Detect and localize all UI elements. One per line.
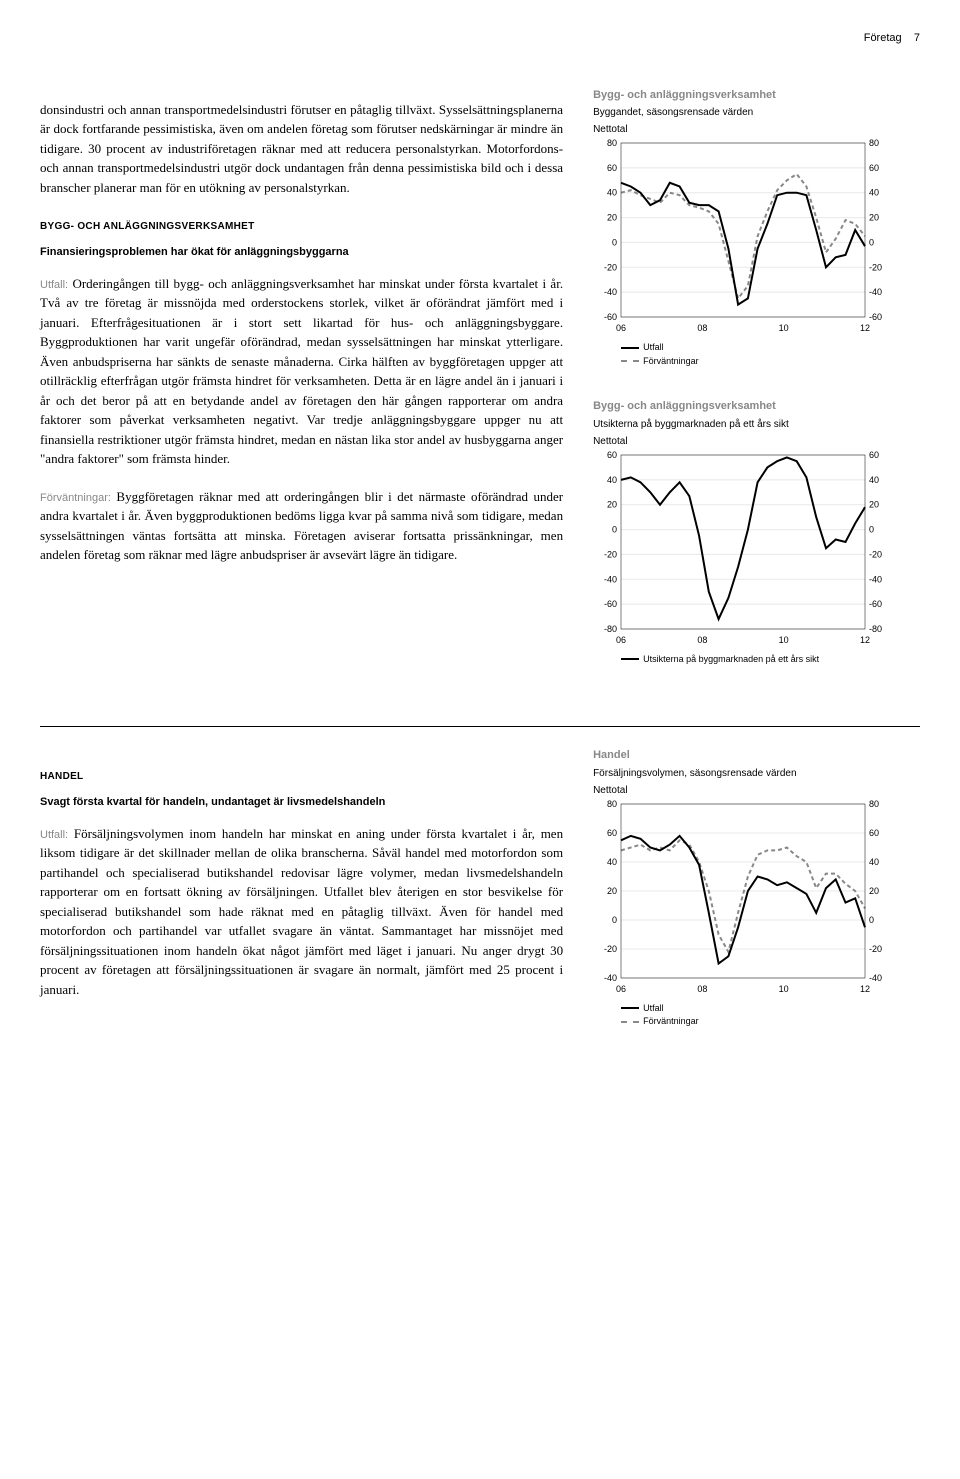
forvantningar-label: Förväntningar: (40, 492, 111, 504)
svg-text:12: 12 (860, 635, 870, 645)
svg-text:40: 40 (607, 188, 617, 198)
paragraph-4: Utfall: Försäljningsvolymen inom handeln… (40, 824, 563, 1000)
svg-text:80: 80 (607, 799, 617, 809)
svg-text:0: 0 (612, 915, 617, 925)
chart-2-title: Bygg- och anläggningsverksamhet (593, 398, 920, 415)
svg-text:-40: -40 (604, 973, 617, 983)
svg-text:-40: -40 (869, 574, 882, 584)
svg-text:40: 40 (607, 857, 617, 867)
svg-text:0: 0 (612, 237, 617, 247)
svg-text:-20: -20 (869, 944, 882, 954)
svg-text:-20: -20 (869, 262, 882, 272)
chart-1-ylabel: Nettotal (593, 122, 920, 137)
svg-text:10: 10 (779, 635, 789, 645)
chart-1-svg: -60 -60 -40 -40 -20 -20 0 0 20 20 40 40 60 60 80 80 06 08… (593, 137, 893, 337)
svg-text:-60: -60 (869, 599, 882, 609)
svg-text:-20: -20 (604, 549, 617, 559)
svg-text:80: 80 (869, 799, 879, 809)
sub-heading-svagt: Svagt första kvartal för handeln, undant… (40, 794, 563, 811)
svg-text:20: 20 (869, 499, 879, 509)
section-heading-handel: HANDEL (40, 769, 563, 784)
svg-text:-20: -20 (869, 549, 882, 559)
svg-text:-40: -40 (869, 973, 882, 983)
legend-solid-icon (621, 347, 639, 349)
chart-2-svg: -80 -80 -60 -60 -40 -40 -20 -20 0 0 20 20 40 40 60 60 06… (593, 449, 893, 649)
svg-text:12: 12 (860, 323, 870, 333)
svg-text:60: 60 (607, 163, 617, 173)
svg-text:60: 60 (869, 450, 879, 460)
svg-text:40: 40 (869, 188, 879, 198)
page-header: Företag 7 (40, 30, 920, 47)
svg-text:06: 06 (616, 635, 626, 645)
svg-text:-60: -60 (604, 312, 617, 322)
chart-2-legend: Utsikterna på byggmarknaden på ett års s… (621, 653, 920, 667)
header-page: 7 (914, 32, 920, 44)
svg-text:60: 60 (607, 828, 617, 838)
paragraph-3: Förväntningar: Byggföretagen räknar med … (40, 487, 563, 565)
svg-text:0: 0 (869, 237, 874, 247)
svg-text:80: 80 (869, 138, 879, 148)
svg-text:10: 10 (779, 984, 789, 994)
chart-3-ylabel: Nettotal (593, 783, 920, 798)
svg-text:20: 20 (869, 886, 879, 896)
svg-text:40: 40 (869, 474, 879, 484)
svg-text:40: 40 (607, 474, 617, 484)
legend-solid-icon (621, 658, 639, 660)
svg-text:12: 12 (860, 984, 870, 994)
svg-text:80: 80 (607, 138, 617, 148)
svg-text:-40: -40 (604, 287, 617, 297)
legend-dashed-icon (621, 360, 639, 362)
svg-text:20: 20 (869, 213, 879, 223)
chart-1-legend: Utfall Förväntningar (621, 341, 920, 368)
svg-text:60: 60 (869, 828, 879, 838)
chart-2-block: Bygg- och anläggningsverksamhet Utsikter… (593, 398, 920, 666)
chart-3-subtitle: Försäljningsvolymen, säsongsrensade värd… (593, 766, 920, 781)
svg-text:-20: -20 (604, 944, 617, 954)
svg-text:20: 20 (607, 499, 617, 509)
section-heading-bygg: BYGG- OCH ANLÄGGNINGSVERKSAMHET (40, 219, 563, 234)
svg-text:60: 60 (607, 450, 617, 460)
chart-3-title: Handel (593, 747, 920, 764)
svg-text:20: 20 (607, 886, 617, 896)
svg-text:0: 0 (612, 524, 617, 534)
chart-3-legend: Utfall Förväntningar (621, 1002, 920, 1029)
legend-solid-icon (621, 1007, 639, 1009)
svg-text:-60: -60 (869, 312, 882, 322)
chart-2-subtitle: Utsikterna på byggmarknaden på ett års s… (593, 417, 920, 432)
svg-text:0: 0 (869, 524, 874, 534)
chart-1-title: Bygg- och anläggningsverksamhet (593, 87, 920, 104)
svg-text:-80: -80 (869, 624, 882, 634)
chart-2-ylabel: Nettotal (593, 434, 920, 449)
utfall-label: Utfall: (40, 279, 68, 291)
svg-text:06: 06 (616, 323, 626, 333)
chart-3-svg: -40 -40 -20 -20 0 0 20 20 40 40 60 60 80 80 06 08 10 12 (593, 798, 893, 998)
svg-text:08: 08 (697, 323, 707, 333)
svg-text:-40: -40 (604, 574, 617, 584)
svg-text:08: 08 (697, 984, 707, 994)
legend-dashed-icon (621, 1021, 639, 1023)
svg-text:60: 60 (869, 163, 879, 173)
header-section: Företag (864, 32, 902, 44)
section-divider (40, 726, 920, 727)
svg-text:-40: -40 (869, 287, 882, 297)
chart-1-subtitle: Byggandet, säsongsrensade värden (593, 105, 920, 120)
svg-text:06: 06 (616, 984, 626, 994)
svg-text:20: 20 (607, 213, 617, 223)
paragraph-2: Utfall: Orderingången till bygg- och anl… (40, 274, 563, 469)
svg-text:10: 10 (779, 323, 789, 333)
svg-text:40: 40 (869, 857, 879, 867)
svg-text:-20: -20 (604, 262, 617, 272)
svg-text:-80: -80 (604, 624, 617, 634)
paragraph-1: donsindustri och annan transportmedelsin… (40, 100, 563, 198)
svg-text:0: 0 (869, 915, 874, 925)
chart-3-block: Handel Försäljningsvolymen, säsongsrensa… (593, 747, 920, 1029)
svg-text:08: 08 (697, 635, 707, 645)
chart-1-block: Bygg- och anläggningsverksamhet Byggande… (593, 87, 920, 369)
svg-text:-60: -60 (604, 599, 617, 609)
sub-heading-finans: Finansieringsproblemen har ökat för anlä… (40, 244, 563, 261)
utfall-label-2: Utfall: (40, 829, 68, 841)
